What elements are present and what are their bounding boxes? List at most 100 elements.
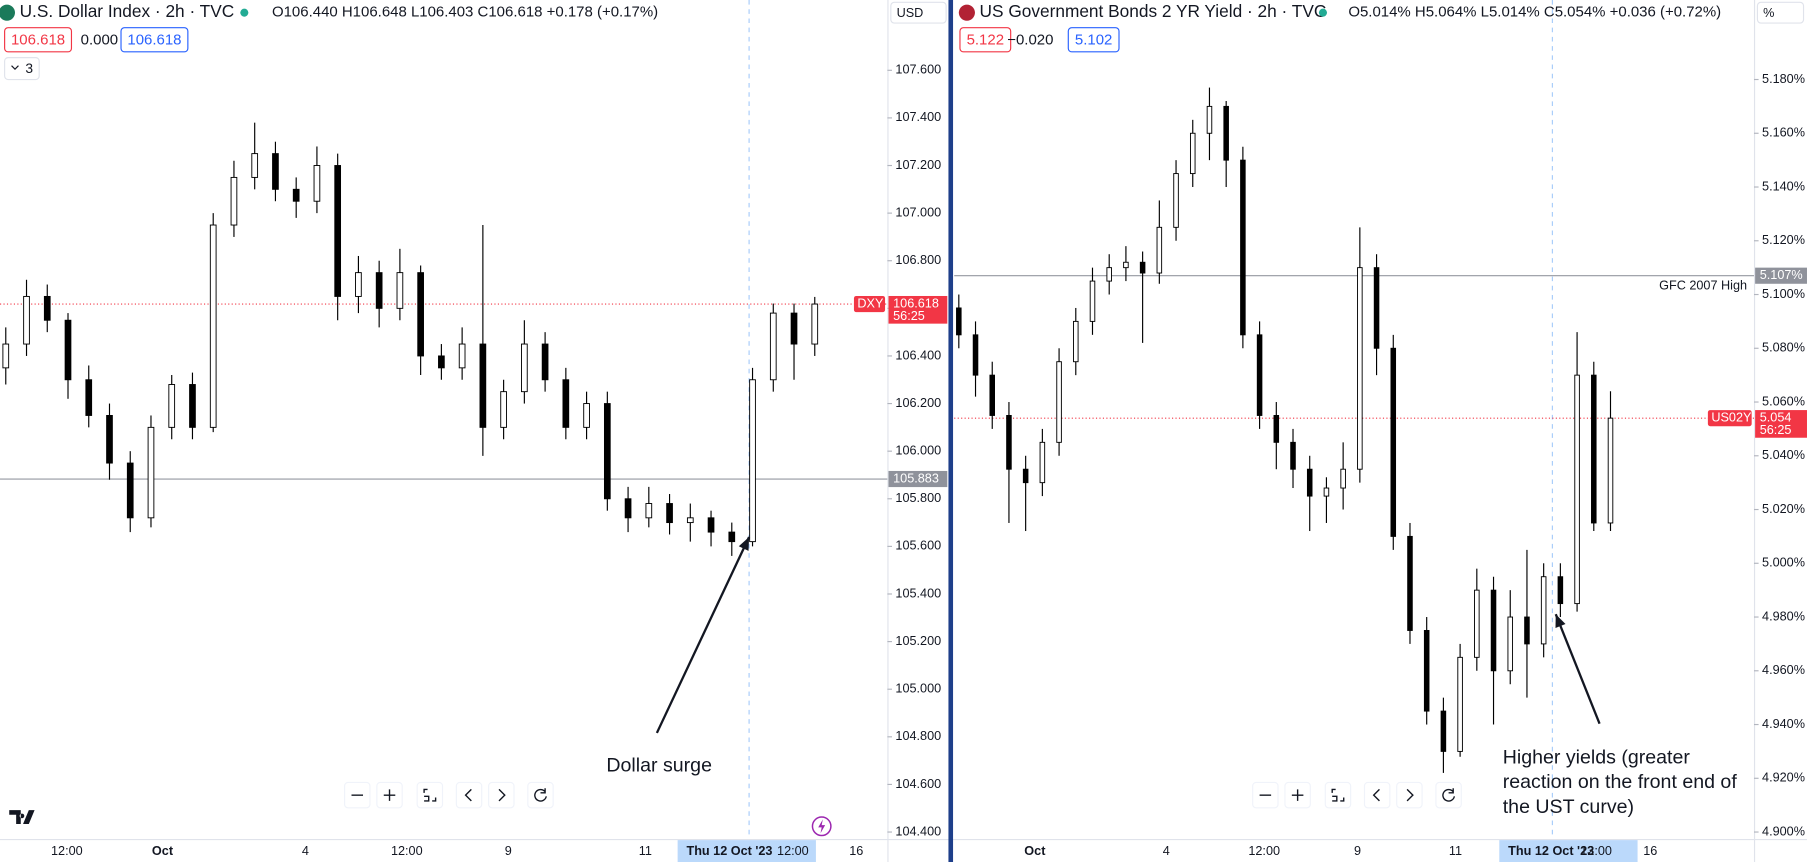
level-tag-label: 5.107% — [1760, 268, 1803, 282]
toolbar-button[interactable] — [416, 781, 444, 809]
candle-body — [1390, 347, 1397, 537]
candle-body — [811, 303, 819, 345]
annotation-text: reaction on the front end of — [1503, 771, 1738, 793]
y-tick-label: 5.060% — [1762, 394, 1805, 408]
toolbar-icon — [383, 789, 396, 801]
lightning-button[interactable] — [811, 816, 832, 837]
y-tick-label: 105.400 — [895, 586, 941, 600]
x-tick-label: Thu 12 Oct '23 — [686, 844, 772, 858]
candle-body — [1540, 576, 1547, 645]
candle-body — [1206, 105, 1213, 134]
x-tick-label: 16 — [849, 844, 863, 858]
y-tick-label: 107.600 — [895, 63, 941, 77]
x-tick-label: 9 — [1354, 844, 1361, 858]
toolbar-icon — [1406, 788, 1414, 802]
candle-body — [1340, 468, 1346, 489]
price-badge[interactable] — [4, 27, 73, 53]
price-badge[interactable] — [1067, 27, 1120, 53]
y-tick-label: 5.080% — [1762, 341, 1805, 355]
y-tick-label: 4.940% — [1762, 717, 1805, 731]
chart-title: U.S. Dollar Index · 2h · TVC — [20, 1, 235, 21]
candle-body — [666, 503, 673, 524]
axis-unit-button[interactable] — [1756, 1, 1805, 24]
lightning-icon — [818, 819, 826, 834]
candle-body — [230, 176, 238, 226]
toolbar-button[interactable] — [1324, 781, 1352, 809]
symbol-tag — [1707, 410, 1752, 427]
toolbar-icon — [464, 788, 472, 802]
price-badge[interactable] — [120, 27, 189, 53]
toolbar-button[interactable] — [1363, 781, 1391, 809]
x-tick-label: 9 — [505, 844, 512, 858]
toolbar-button[interactable] — [527, 781, 554, 809]
x-tick-label: 12:00 — [777, 844, 809, 858]
candle-body — [1423, 630, 1430, 712]
candle-body — [251, 153, 259, 178]
toolbar-icon — [1331, 788, 1345, 802]
pane-separator[interactable] — [948, 0, 954, 862]
candle-body — [521, 343, 528, 393]
price-badge[interactable] — [959, 27, 1012, 53]
candle-body — [1474, 589, 1480, 658]
candle-body — [1173, 173, 1179, 228]
level-tag-label: 105.883 — [893, 471, 939, 485]
candle-body — [334, 165, 342, 297]
y-tick-label: 104.600 — [895, 777, 941, 791]
candle-body — [769, 312, 777, 381]
candle-body — [1240, 159, 1246, 336]
candle-body — [1256, 334, 1263, 416]
symbol-logo — [0, 4, 15, 21]
y-tick-label: 4.920% — [1762, 771, 1805, 785]
countdown-label: 56:25 — [1760, 423, 1792, 437]
candle-body — [1106, 267, 1112, 282]
annotation-text: Dollar surge — [606, 755, 712, 777]
toolbar-button[interactable] — [1435, 781, 1462, 809]
x-tick-label: 4 — [302, 844, 309, 858]
y-tick-label: 104.400 — [895, 824, 941, 838]
candle-body — [126, 462, 134, 519]
candle-body — [43, 295, 51, 321]
candle-body — [562, 379, 570, 428]
status-dot — [240, 8, 249, 17]
candle-body — [1407, 535, 1413, 631]
arrow-head — [738, 537, 750, 551]
axis-unit-button[interactable] — [890, 1, 947, 24]
x-tick-label: 12:00 — [1580, 844, 1612, 858]
candle-body — [500, 391, 507, 428]
candle-body — [396, 272, 404, 309]
x-tick-label: 11 — [1449, 844, 1462, 858]
toolbar-button[interactable] — [455, 781, 483, 809]
logo-mark — [9, 810, 35, 824]
candle-body — [375, 272, 383, 309]
candle-body — [1039, 441, 1046, 484]
candle-body — [749, 379, 756, 543]
toolbar-button[interactable] — [488, 781, 515, 809]
chart-title: US Government Bonds 2 YR Yield · 2h · TV… — [980, 1, 1327, 21]
candle-body — [313, 165, 321, 202]
chart-pane: 104.400 104.600 104.800 105.000 105.200 105.4… — [0, 0, 948, 862]
indicator-toggle[interactable] — [4, 57, 40, 81]
y-tick-label: 107.400 — [895, 110, 941, 124]
y-tick-label: 5.120% — [1762, 233, 1805, 247]
y-tick-label: 106.400 — [895, 348, 941, 362]
candle-body — [1223, 105, 1229, 161]
last-price-tag — [888, 295, 948, 324]
y-tick-label: 106.000 — [895, 444, 941, 458]
ohlc-text: O5.014% H5.064% L5.014% C5.054% +0.036 (… — [1348, 4, 1721, 21]
level-tag — [888, 470, 948, 488]
toolbar-button[interactable] — [1396, 781, 1423, 809]
candle-body — [1123, 261, 1129, 269]
time-highlight — [677, 840, 816, 862]
x-tick-label: Oct — [152, 844, 174, 858]
y-tick-label: 106.200 — [895, 396, 941, 410]
candle-body — [1056, 361, 1062, 443]
candle-body — [355, 272, 362, 297]
toolbar-icon — [1291, 789, 1304, 801]
candle-body — [1156, 226, 1163, 274]
candle-body — [989, 374, 996, 416]
last-price-tag — [1755, 410, 1807, 438]
last-price-label: 5.054 — [1760, 410, 1792, 424]
candle-body — [1524, 616, 1530, 645]
tv-logo — [9, 810, 35, 824]
candle-body — [1574, 374, 1580, 605]
